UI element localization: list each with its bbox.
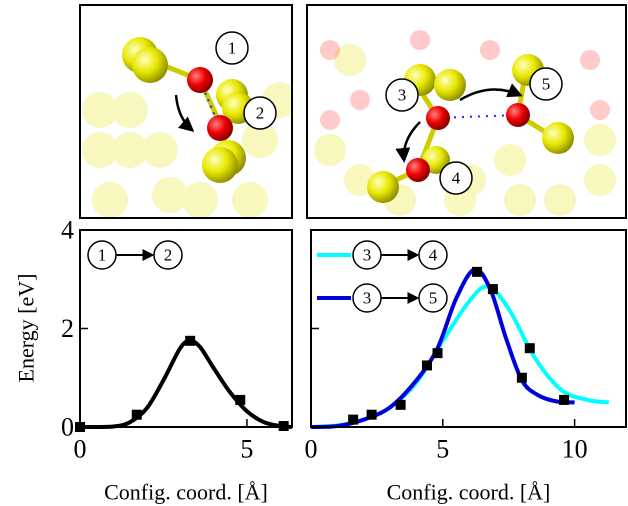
data-point	[421, 360, 432, 371]
y-tick-label: 2	[61, 314, 74, 343]
line	[310, 267, 575, 429]
site-label: 3	[398, 86, 407, 105]
x-axis-label: Config. coord. [Å]	[104, 480, 268, 505]
line	[79, 338, 293, 430]
data-point	[516, 372, 527, 383]
data-point	[131, 409, 142, 420]
y-tick-label: 4	[61, 216, 74, 245]
line	[310, 284, 610, 429]
image-frame	[306, 4, 627, 219]
legend-label: 1	[98, 246, 107, 265]
legend-label: 3	[363, 289, 372, 308]
data-point	[524, 343, 535, 354]
site-label: 4	[452, 169, 461, 188]
structure-image: 3 4 5	[314, 30, 616, 216]
data-point	[366, 409, 377, 420]
data-point	[235, 394, 246, 405]
site-label: 2	[256, 104, 265, 123]
x-tick-label: 0	[305, 435, 318, 464]
x-tick-label: 0	[74, 435, 87, 464]
data-point	[185, 335, 196, 346]
x-tick-label: 5	[240, 435, 253, 464]
y-axis-label: Energy [eV]	[14, 274, 39, 383]
plot-frame	[79, 229, 293, 428]
legend-label: 5	[429, 289, 438, 308]
plot-frame	[310, 229, 627, 428]
image-frame	[79, 4, 293, 219]
data-point	[559, 394, 570, 405]
site-label: 1	[228, 39, 237, 58]
data-point	[348, 414, 359, 425]
legend-label: 3	[363, 246, 372, 265]
y-tick-label: 0	[61, 413, 74, 442]
legend-marker	[153, 240, 183, 270]
legend-label: 2	[164, 246, 173, 265]
x-tick-label: 10	[562, 435, 588, 464]
legend-marker	[418, 283, 448, 313]
legend-marker	[418, 240, 448, 270]
data-point	[395, 399, 406, 410]
data-point	[487, 284, 498, 295]
structure-image: 1 2	[82, 31, 291, 217]
x-axis-label: Config. coord. [Å]	[387, 480, 551, 505]
data-point	[432, 348, 443, 359]
site-label: 5	[542, 75, 551, 94]
legend-label: 4	[429, 246, 438, 265]
x-tick-label: 5	[436, 435, 449, 464]
data-point	[472, 266, 483, 277]
